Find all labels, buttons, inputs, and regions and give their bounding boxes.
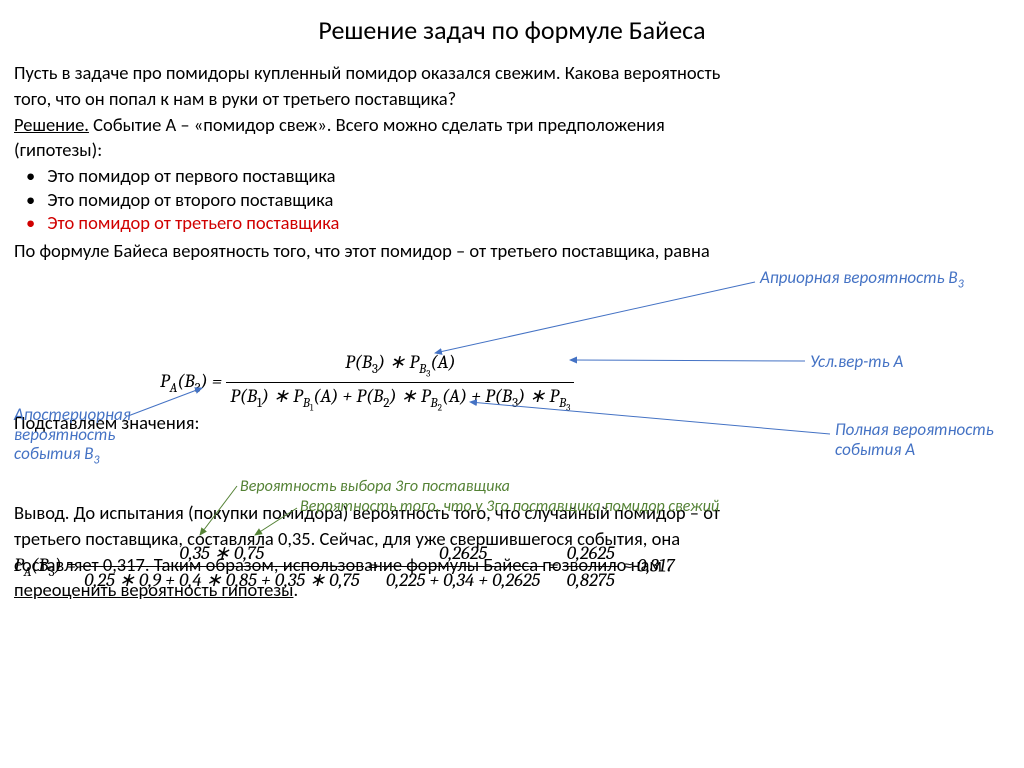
formula-numerator: P(B3) ∗ PB3(A) (226, 350, 574, 383)
bullet-1: Это помидор от первого поставщика (44, 164, 1010, 188)
substitution-formula: PA(B3) = 0,35 ∗ 0,75 0,25 ∗ 0,9 + 0,4 ∗ … (14, 541, 674, 593)
formula-denominator: P(B1) ∗ PB1(A) + P(B2) ∗ PB2(A) + P(B3) … (226, 383, 574, 415)
page-title: Решение задач по формуле Байеса (14, 14, 1010, 47)
bayes-intro: По формуле Байеса вероятность того, что … (14, 239, 1010, 263)
bayes-formula: PA(B3) = P(B3) ∗ PB3(A) P(B1) ∗ PB1(A) +… (160, 350, 574, 416)
problem-line2: того, что он попал к нам в руки от треть… (14, 87, 1010, 111)
solution-intro: Решение. Событие A – «помидор свеж». Все… (14, 113, 1010, 137)
problem-line1: Пусть в задаче про помидоры купленный по… (14, 61, 1010, 85)
solution-text1: Событие A – «помидор свеж». Всего можно … (89, 113, 665, 136)
bullet-3: Это помидор от третьего поставщика (44, 211, 1010, 235)
annotation-fresh3: Вероятность того, что у 3го поставщика п… (300, 498, 719, 517)
solution-label: Решение. (14, 113, 89, 136)
annotation-posterior: Апостериорная вероятность события B3 (14, 405, 131, 468)
annotation-prior: Априорная вероятность B3 (760, 268, 964, 292)
hypotheses-list: Это помидор от первого поставщика Это по… (14, 164, 1010, 235)
annotation-choice3: Вероятность выбора 3го поставщика (240, 478, 510, 497)
formula-lhs: PA(B3) = (160, 370, 222, 392)
solution-intro2: (гипотезы): (14, 138, 1010, 162)
annotation-conditional: Усл.вер-ть A (810, 352, 903, 372)
bullet-2: Это помидор от второго поставщика (44, 188, 1010, 212)
annotation-full-prob: Полная вероятность события A (835, 420, 994, 459)
